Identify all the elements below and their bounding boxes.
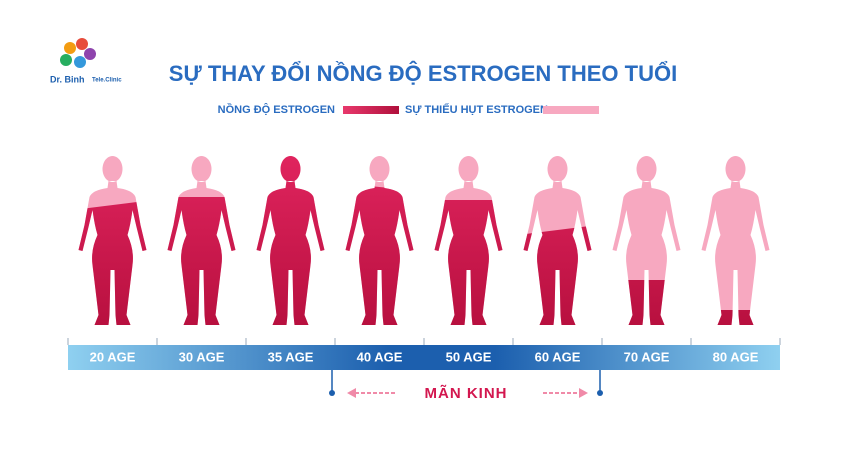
figure [612, 156, 681, 325]
age-label: 35 AGE [268, 349, 314, 364]
figure-level [345, 183, 414, 325]
figure [434, 156, 503, 325]
age-label: 70 AGE [624, 349, 670, 364]
legend-swatch [343, 106, 399, 114]
figure [256, 156, 325, 325]
figure [523, 156, 592, 325]
title: SỰ THAY ĐỔI NỒNG ĐỘ ESTROGEN THEO TUỔI [169, 61, 677, 86]
figure-level [256, 156, 325, 325]
logo: Dr. Binh Tele.Clinic [50, 38, 122, 84]
age-label: 30 AGE [179, 349, 225, 364]
figures [78, 156, 770, 325]
figure-level [612, 280, 681, 325]
age-label: 60 AGE [535, 349, 581, 364]
legend-swatch [543, 106, 599, 114]
legend-label: NỒNG ĐỘ ESTROGEN [218, 103, 335, 116]
timeline-bar [68, 345, 780, 370]
menopause-marker: MÃN KINH [329, 370, 603, 402]
legend-label: SỰ THIẾU HỤT ESTROGEN [405, 103, 548, 116]
figure [167, 156, 236, 325]
logo-sub: Tele.Clinic [92, 78, 122, 84]
figure-level [523, 225, 592, 325]
figure-level [167, 197, 236, 325]
menopause-label: MÃN KINH [425, 384, 508, 402]
age-label: 20 AGE [90, 349, 136, 364]
figure-level [434, 200, 503, 325]
logo-name: Dr. Binh [50, 74, 85, 84]
age-label: 80 AGE [713, 349, 759, 364]
age-label: 40 AGE [357, 349, 403, 364]
figure [345, 156, 414, 325]
figure [78, 156, 147, 325]
timeline: 20 AGE 30 AGE 35 AGE 40 AGE 50 AGE 60 AGE 70 A… [67, 338, 781, 364]
figure [701, 156, 770, 325]
figure-deficit [701, 156, 770, 325]
figure-level [78, 200, 147, 325]
age-label: 50 AGE [446, 349, 492, 364]
figure-deficit [612, 156, 681, 325]
